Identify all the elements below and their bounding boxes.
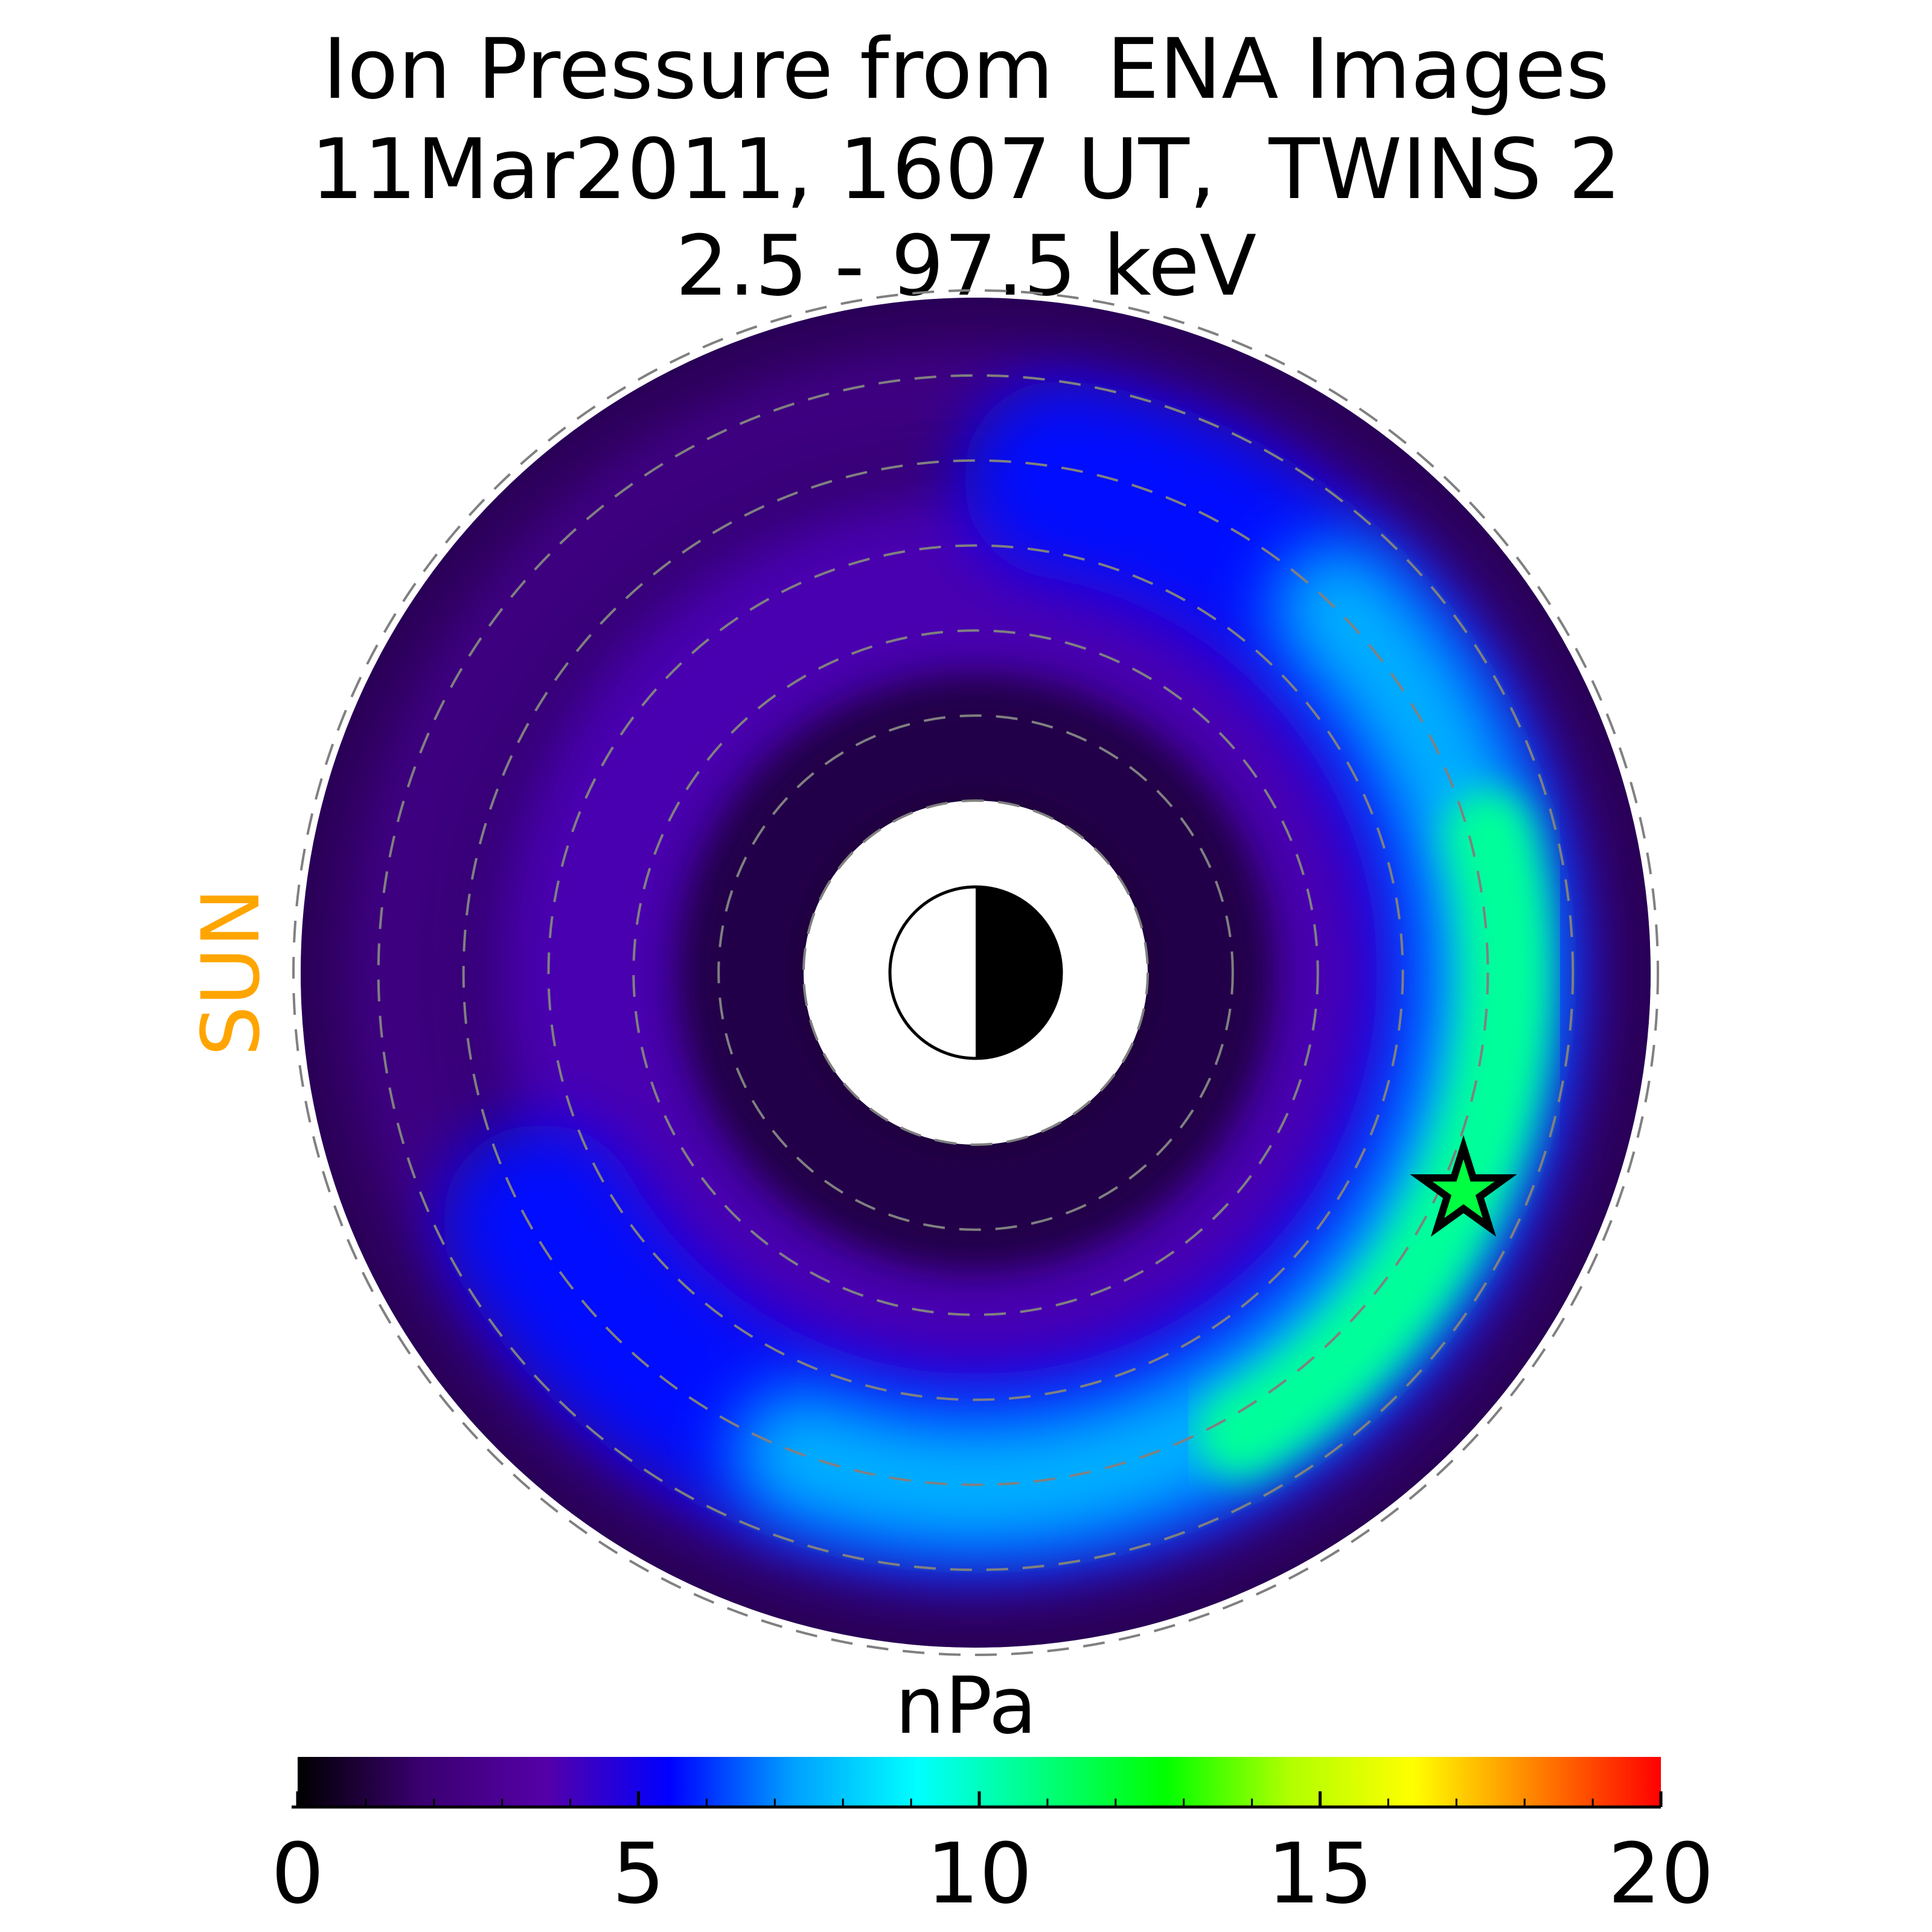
heatmap-band-outer (301, 298, 1651, 1648)
radial-ring (547, 544, 1404, 1401)
chart-title-line-2: 11Mar2011, 1607 UT, TWINS 2 (310, 121, 1622, 218)
radial-ring (462, 459, 1489, 1486)
colorbar-ticks (292, 1791, 1663, 1809)
peak-star-marker (1410, 1134, 1517, 1237)
radial-ring (377, 374, 1575, 1572)
colorbar-tick-label: 10 (926, 1825, 1032, 1922)
chart-title-line-1: Ion Pressure from ENA Images (322, 21, 1610, 118)
colorbar-tick-label: 15 (1267, 1825, 1374, 1922)
radial-ring (802, 799, 1149, 1146)
radial-ring (632, 629, 1319, 1316)
polar-pressure-map (292, 289, 1659, 1656)
colorbar-unit-label: nPa (895, 1660, 1037, 1751)
radial-distance-rings (292, 289, 1659, 1656)
colorbar-tick-label: 20 (1608, 1825, 1714, 1922)
earth-icon (888, 885, 1063, 1060)
radial-ring (292, 289, 1659, 1656)
colorbar-tick-label: 5 (612, 1825, 665, 1922)
heatmap-band-inner (686, 683, 1265, 1262)
heatmap-band-mid (481, 478, 1471, 1468)
chart-title-line-3: 2.5 - 97.5 keV (675, 217, 1257, 315)
colorbar-tick-label: 0 (271, 1825, 324, 1922)
radial-ring (717, 714, 1234, 1231)
